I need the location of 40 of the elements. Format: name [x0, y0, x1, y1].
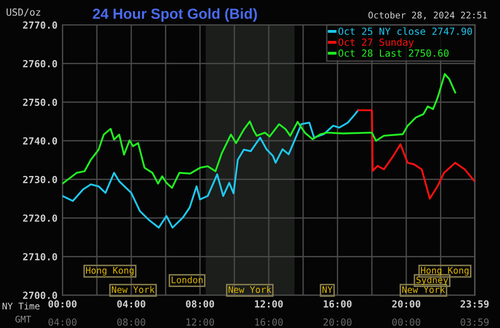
annotation: New York — [228, 286, 272, 293]
x-tick-label: 08:00 — [186, 300, 214, 308]
x-tick-label: 16:00 — [324, 300, 352, 308]
x-tick-label: 20:00 — [392, 300, 420, 308]
y-tick-label: 2750.0 — [23, 98, 58, 106]
text: GMT — [15, 316, 32, 323]
legend-label: Oct 28 Last 2750.60 — [338, 49, 449, 57]
text: 08:00 — [117, 318, 146, 326]
annotation: Hong Kong — [421, 267, 469, 276]
annotation: London — [172, 276, 203, 284]
y-tick-label: 2700.0 — [23, 292, 58, 300]
text: 04:00 — [48, 318, 77, 326]
x-tick-label: 23:59 — [460, 300, 489, 308]
y-tick-label: 2710.0 — [23, 253, 58, 260]
x-tick-label: 12:00 — [255, 300, 283, 308]
x-tick-label: 00:00 — [48, 300, 77, 308]
annotation: New York — [112, 286, 155, 293]
annotation: NY — [322, 286, 333, 293]
text: 20:00 — [324, 318, 352, 326]
line-series — [62, 73, 456, 189]
text: 12:00 — [186, 318, 214, 326]
y-tick-label: 2730.0 — [23, 176, 58, 184]
y-tick-label: 2770.0 — [23, 21, 58, 29]
text: October 28, 2024 22:51 — [368, 12, 487, 20]
text: 00:00 — [392, 318, 420, 326]
x-tick-label: 04:00 — [117, 300, 146, 308]
text: NY Time — [2, 302, 40, 310]
y-tick-label: 2760.0 — [23, 60, 58, 68]
y-tick-label: 2720.0 — [23, 214, 58, 222]
line-series — [62, 109, 360, 229]
legend-label: Oct 25 NY close 2747.90 — [338, 27, 472, 35]
text: 16:00 — [255, 318, 283, 326]
y-tick-label: 2740.0 — [23, 137, 58, 145]
y-axis-title: USD/oz — [6, 8, 40, 17]
line-series — [357, 109, 475, 200]
annotation: Hong Kong — [86, 267, 134, 276]
legend-label: Oct 27 Sunday — [338, 38, 414, 48]
chart-title: 24 Hour Spot Gold (Bid) — [92, 8, 257, 22]
annotation: Sydney — [416, 276, 448, 285]
text: 03:59 — [460, 318, 489, 326]
